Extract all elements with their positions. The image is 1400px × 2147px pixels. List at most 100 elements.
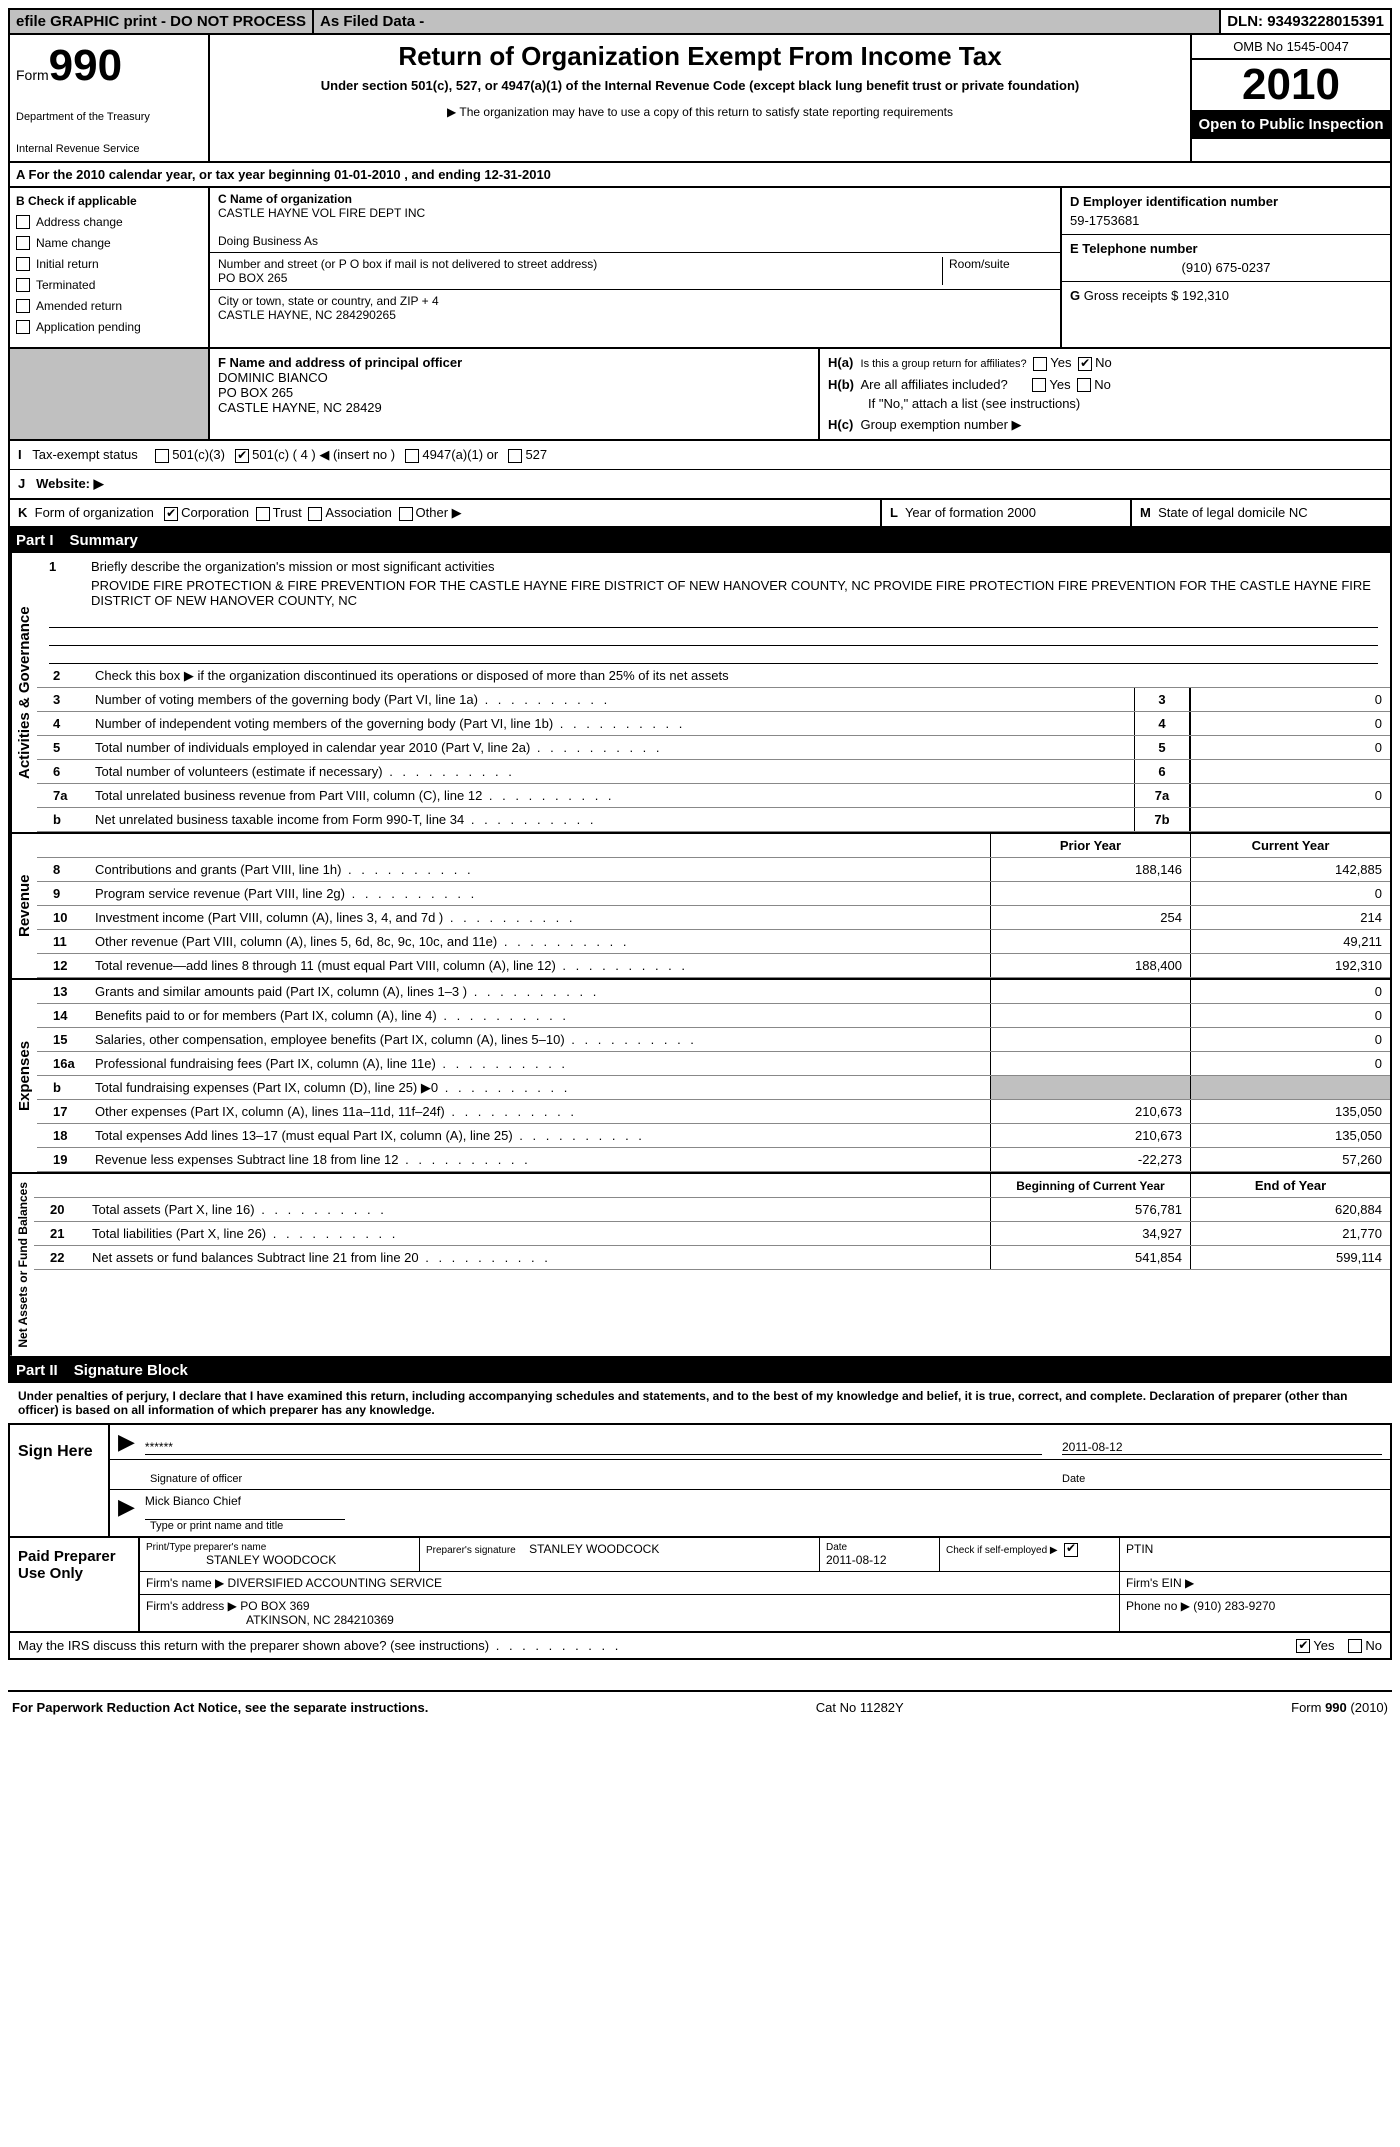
checkbox-icon[interactable] <box>155 449 169 463</box>
room-label: Room/suite <box>942 257 1052 285</box>
section-h: H(a) Is this a group return for affiliat… <box>820 349 1390 439</box>
checkbox-icon[interactable] <box>1032 378 1046 392</box>
prep-phone-label: Phone no ▶ <box>1126 1599 1190 1613</box>
name-title: Mick Bianco Chief <box>145 1494 345 1520</box>
section-d: D Employer identification number 59-1753… <box>1060 188 1390 347</box>
summary-line: bNet unrelated business taxable income f… <box>37 808 1390 832</box>
summary-line: 7aTotal unrelated business revenue from … <box>37 784 1390 808</box>
checkbox-icon <box>16 299 30 313</box>
chk-address[interactable]: Address change <box>16 215 202 229</box>
checkbox-icon[interactable] <box>508 449 522 463</box>
form-container: efile GRAPHIC print - DO NOT PROCESS As … <box>0 0 1400 1731</box>
chk-amended[interactable]: Amended return <box>16 299 202 313</box>
line-2: 2 Check this box ▶ if the organization d… <box>37 664 1390 688</box>
summary-line: 9Program service revenue (Part VIII, lin… <box>37 882 1390 906</box>
dln-label: DLN: <box>1227 13 1263 30</box>
ein-label: D Employer identification number <box>1070 194 1382 209</box>
summary-line: 14Benefits paid to or for members (Part … <box>37 1004 1390 1028</box>
firm-addr2: ATKINSON, NC 284210369 <box>146 1613 394 1627</box>
row-m: M State of legal domicile NC <box>1130 500 1390 526</box>
checkbox-icon[interactable] <box>1064 1543 1078 1557</box>
summary-line: 22Net assets or fund balances Subtract l… <box>34 1246 1390 1270</box>
dept-irs: Internal Revenue Service <box>16 143 202 155</box>
date-label: Date <box>1062 1473 1382 1485</box>
city: CASTLE HAYNE, NC 284290265 <box>218 308 1052 322</box>
mission-box: 1Briefly describe the organization's mis… <box>37 553 1390 664</box>
row-j: J Website: ▶ <box>10 470 1390 498</box>
prep-date: 2011-08-12 <box>826 1553 933 1567</box>
row-k: K Form of organization Corporation Trust… <box>10 500 880 526</box>
checkbox-icon[interactable] <box>1348 1639 1362 1653</box>
part2-header: Part II Signature Block <box>8 1358 1392 1383</box>
revenue-section: Revenue Prior Year Current Year 8Contrib… <box>10 834 1390 980</box>
checkbox-icon[interactable] <box>405 449 419 463</box>
summary-line: 5Total number of individuals employed in… <box>37 736 1390 760</box>
preparer-row-2: Firm's name ▶ DIVERSIFIED ACCOUNTING SER… <box>140 1572 1390 1595</box>
dept-treasury: Department of the Treasury <box>16 111 202 123</box>
officer-line1: DOMINIC BIANCO <box>218 370 810 385</box>
expenses-section: Expenses 13Grants and similar amounts pa… <box>10 980 1390 1174</box>
footer-right: Form 990 (2010) <box>1291 1700 1388 1715</box>
section-c: C Name of organization CASTLE HAYNE VOL … <box>210 188 1060 347</box>
preparer-block: Paid Preparer Use Only Print/Type prepar… <box>8 1538 1392 1633</box>
part2-title: Signature Block <box>74 1362 188 1379</box>
open-inspection: Open to Public Inspection <box>1192 110 1390 139</box>
summary-line: bTotal fundraising expenses (Part IX, co… <box>37 1076 1390 1100</box>
row-i: I Tax-exempt status 501(c)(3) 501(c) ( 4… <box>10 441 1390 470</box>
checkbox-icon[interactable] <box>1078 357 1092 371</box>
chk-terminated[interactable]: Terminated <box>16 278 202 292</box>
chk-name[interactable]: Name change <box>16 236 202 250</box>
part2-label: Part II <box>16 1362 58 1379</box>
preparer-row-1: Print/Type preparer's name STANLEY WOODC… <box>140 1538 1390 1572</box>
checkbox-icon[interactable] <box>256 507 270 521</box>
end-year-hdr: End of Year <box>1190 1174 1390 1197</box>
netassets-section: Net Assets or Fund Balances Beginning of… <box>10 1174 1390 1356</box>
checkbox-icon[interactable] <box>235 449 249 463</box>
sign-here-block: Sign Here ▶ ****** 2011-08-12 Signature … <box>8 1423 1392 1538</box>
type-label: Type or print name and title <box>118 1520 283 1532</box>
street-label: Number and street (or P O box if mail is… <box>218 257 942 271</box>
checkbox-icon[interactable] <box>164 507 178 521</box>
dln-value: 93493228015391 <box>1267 13 1384 30</box>
form-word: Form <box>16 67 49 83</box>
section-f: F Name and address of principal officer … <box>210 349 820 439</box>
summary-line: 13Grants and similar amounts paid (Part … <box>37 980 1390 1004</box>
dln: DLN: 93493228015391 <box>1221 10 1390 33</box>
org-name-label: C Name of organization <box>218 192 1052 206</box>
phone-value: (910) 675-0237 <box>1070 260 1382 275</box>
governance-section: Activities & Governance 1Briefly describ… <box>10 553 1390 834</box>
section-b: B Check if applicable Address change Nam… <box>10 188 210 347</box>
checkbox-icon[interactable] <box>399 507 413 521</box>
firm-addr1: PO BOX 369 <box>240 1599 309 1613</box>
checkbox-icon <box>16 236 30 250</box>
checkbox-icon[interactable] <box>308 507 322 521</box>
summary-line: 15Salaries, other compensation, employee… <box>37 1028 1390 1052</box>
officer-line3: CASTLE HAYNE, NC 28429 <box>218 400 810 415</box>
summary-line: 3Number of voting members of the governi… <box>37 688 1390 712</box>
checkbox-icon[interactable] <box>1296 1639 1310 1653</box>
summary-line: 21Total liabilities (Part X, line 26)34,… <box>34 1222 1390 1246</box>
officer-line2: PO BOX 265 <box>218 385 810 400</box>
officer-label: F Name and address of principal officer <box>218 355 810 370</box>
summary-line: 6Total number of volunteers (estimate if… <box>37 760 1390 784</box>
chk-pending[interactable]: Application pending <box>16 320 202 334</box>
prior-year-hdr: Prior Year <box>990 834 1190 857</box>
chk-initial[interactable]: Initial return <box>16 257 202 271</box>
hb-note: If "No," attach a list (see instructions… <box>828 396 1382 411</box>
ein-value: 59-1753681 <box>1070 213 1382 228</box>
ein-row: D Employer identification number 59-1753… <box>1062 188 1390 235</box>
checkbox-icon[interactable] <box>1077 378 1091 392</box>
part1-label: Part I <box>16 532 54 549</box>
checkbox-icon[interactable] <box>1033 357 1047 371</box>
top-bar: efile GRAPHIC print - DO NOT PROCESS As … <box>8 8 1392 35</box>
prep-phone: (910) 283-9270 <box>1193 1599 1275 1613</box>
city-label: City or town, state or country, and ZIP … <box>218 294 1052 308</box>
rule-line <box>49 646 1378 664</box>
gross-value: Gross receipts $ 192,310 <box>1084 288 1229 303</box>
efile-notice: efile GRAPHIC print - DO NOT PROCESS <box>10 10 312 33</box>
expenses-label: Expenses <box>10 980 37 1172</box>
summary-line: 11Other revenue (Part VIII, column (A), … <box>37 930 1390 954</box>
sig-officer-label: Signature of officer <box>150 1473 1062 1485</box>
row-klm: K Form of organization Corporation Trust… <box>8 500 1392 528</box>
summary-line: 16aProfessional fundraising fees (Part I… <box>37 1052 1390 1076</box>
